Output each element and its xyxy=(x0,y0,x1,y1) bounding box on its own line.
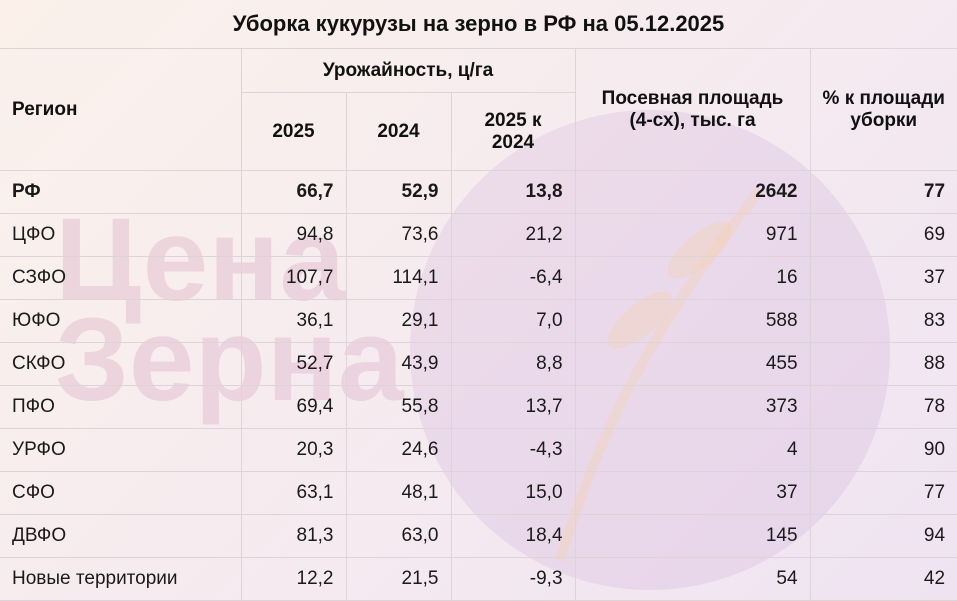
cell-region: УРФО xyxy=(0,428,242,472)
cell-yield-2025: 20,3 xyxy=(240,428,347,472)
table-row: СЗФО 107,7 114,1 -6,4 16 37 xyxy=(0,256,957,300)
table-row: ЦФО 94,8 73,6 21,2 971 69 xyxy=(0,213,957,257)
cell-yield-2025: 81,3 xyxy=(240,514,347,558)
cell-region: РФ xyxy=(0,170,242,214)
cell-region: ЦФО xyxy=(0,213,242,257)
cell-pct: 90 xyxy=(809,428,957,472)
cell-yield-2024: 43,9 xyxy=(345,342,452,386)
cell-diff: 13,7 xyxy=(450,385,576,429)
header-pct: % к площади уборки xyxy=(809,48,957,171)
cell-region: ДВФО xyxy=(0,514,242,558)
cell-region: СЗФО xyxy=(0,256,242,300)
cell-area: 16 xyxy=(574,256,811,300)
cell-yield-2024: 73,6 xyxy=(345,213,452,257)
cell-area: 373 xyxy=(574,385,811,429)
cell-pct: 77 xyxy=(809,471,957,515)
cell-yield-2024: 24,6 xyxy=(345,428,452,472)
cell-yield-2025: 66,7 xyxy=(240,170,347,214)
cell-region: ЮФО xyxy=(0,299,242,343)
cell-area: 4 xyxy=(574,428,811,472)
cell-pct: 94 xyxy=(809,514,957,558)
cell-diff: 21,2 xyxy=(450,213,576,257)
header-2025: 2025 xyxy=(240,92,347,171)
table-row: УРФО 20,3 24,6 -4,3 4 90 xyxy=(0,428,957,472)
cell-yield-2024: 21,5 xyxy=(345,557,452,601)
header-2024: 2024 xyxy=(345,92,452,171)
table-row: ПФО 69,4 55,8 13,7 373 78 xyxy=(0,385,957,429)
cell-region: СКФО xyxy=(0,342,242,386)
cell-region: Новые территории xyxy=(0,557,242,601)
cell-region: СФО xyxy=(0,471,242,515)
cell-pct: 88 xyxy=(809,342,957,386)
table-row: СКФО 52,7 43,9 8,8 455 88 xyxy=(0,342,957,386)
cell-region: ПФО xyxy=(0,385,242,429)
cell-yield-2024: 48,1 xyxy=(345,471,452,515)
cell-diff: 8,8 xyxy=(450,342,576,386)
header-area: Посевная площадь (4-сх), тыс. га xyxy=(574,48,811,171)
header-diff: 2025 к 2024 xyxy=(450,92,576,171)
table-row: РФ 66,7 52,9 13,8 2642 77 xyxy=(0,170,957,214)
cell-area: 455 xyxy=(574,342,811,386)
table-row: ЮФО 36,1 29,1 7,0 588 83 xyxy=(0,299,957,343)
cell-pct: 42 xyxy=(809,557,957,601)
cell-diff: 18,4 xyxy=(450,514,576,558)
cell-area: 54 xyxy=(574,557,811,601)
cell-yield-2025: 63,1 xyxy=(240,471,347,515)
cell-yield-2025: 69,4 xyxy=(240,385,347,429)
cell-pct: 37 xyxy=(809,256,957,300)
cell-yield-2024: 63,0 xyxy=(345,514,452,558)
cell-yield-2025: 52,7 xyxy=(240,342,347,386)
cell-yield-2024: 114,1 xyxy=(345,256,452,300)
table-row: СФО 63,1 48,1 15,0 37 77 xyxy=(0,471,957,515)
cell-pct: 77 xyxy=(809,170,957,214)
cell-diff: 13,8 xyxy=(450,170,576,214)
cell-yield-2025: 36,1 xyxy=(240,299,347,343)
cell-area: 37 xyxy=(574,471,811,515)
cell-yield-2025: 107,7 xyxy=(240,256,347,300)
cell-diff: -4,3 xyxy=(450,428,576,472)
cell-yield-2024: 52,9 xyxy=(345,170,452,214)
cell-area: 145 xyxy=(574,514,811,558)
table-row: Новые территории 12,2 21,5 -9,3 54 42 xyxy=(0,557,957,601)
cell-yield-2024: 55,8 xyxy=(345,385,452,429)
cell-area: 971 xyxy=(574,213,811,257)
cell-diff: 7,0 xyxy=(450,299,576,343)
cell-pct: 78 xyxy=(809,385,957,429)
cell-yield-2024: 29,1 xyxy=(345,299,452,343)
cell-diff: 15,0 xyxy=(450,471,576,515)
cell-area: 2642 xyxy=(574,170,811,214)
cell-yield-2025: 94,8 xyxy=(240,213,347,257)
header-yield-group: Урожайность, ц/га xyxy=(240,48,576,93)
cell-yield-2025: 12,2 xyxy=(240,557,347,601)
cell-pct: 69 xyxy=(809,213,957,257)
table-row: ДВФО 81,3 63,0 18,4 145 94 xyxy=(0,514,957,558)
header-region: Регион xyxy=(0,48,242,171)
harvest-table: Регион Урожайность, ц/га Посевная площад… xyxy=(0,48,957,601)
cell-diff: -9,3 xyxy=(450,557,576,601)
cell-pct: 83 xyxy=(809,299,957,343)
cell-area: 588 xyxy=(574,299,811,343)
cell-diff: -6,4 xyxy=(450,256,576,300)
page-title: Уборка кукурузы на зерно в РФ на 05.12.2… xyxy=(0,0,957,49)
